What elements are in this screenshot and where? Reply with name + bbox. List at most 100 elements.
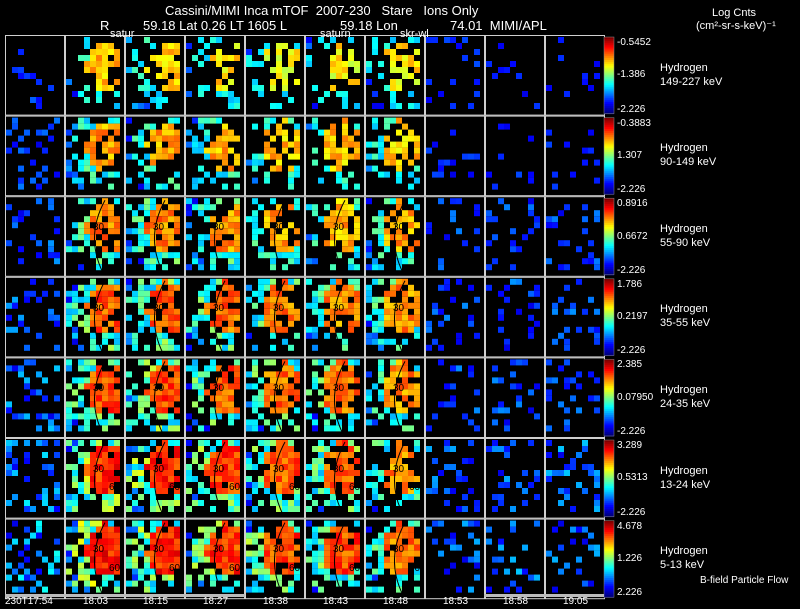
contour-line [334, 361, 346, 435]
panel-frame [125, 357, 185, 438]
panel-frame [545, 276, 605, 358]
contour-line [394, 199, 406, 274]
contour-line [394, 522, 406, 596]
contour-label: 30 [153, 463, 165, 475]
contour-line [214, 522, 226, 596]
colorbar-tick-label: 1.307 [617, 149, 643, 161]
contour-label: 30 [273, 383, 285, 395]
image-cell [366, 278, 420, 351]
row-species-label: Hydrogen [660, 142, 708, 155]
contour-line [274, 522, 286, 596]
colorbar-tick-label: 0.6672 [617, 230, 648, 242]
units-label: (cm²-sr-s-keV)⁻¹ [696, 20, 776, 32]
image-cell [546, 129, 600, 190]
panel-frame [5, 438, 65, 519]
row-species-label: Hydrogen [660, 303, 708, 316]
contour-line [334, 280, 346, 354]
panel-frame [245, 35, 305, 116]
contour-line [154, 361, 166, 435]
image-cell [6, 440, 60, 512]
panel-frame [485, 35, 545, 116]
panel-frame [305, 518, 365, 600]
contour-label: 30 [213, 463, 225, 475]
image-cell [66, 117, 120, 190]
colorbar [603, 117, 615, 195]
panel-frame [125, 196, 185, 277]
panel-frame [65, 35, 125, 116]
image-cell [126, 198, 180, 271]
image-cell [126, 37, 180, 109]
image-cell [12, 49, 54, 109]
panel-frame [365, 357, 425, 438]
panel-frame [305, 438, 365, 519]
panel-frame [425, 357, 485, 438]
contour-line [94, 522, 106, 596]
panel-frame [365, 438, 425, 519]
contour-label: 60 [169, 482, 181, 494]
colorbar-tick-label: -2.226 [617, 264, 646, 276]
panel-frame [485, 438, 545, 519]
image-cell [186, 117, 240, 190]
image-cell [546, 520, 600, 593]
colorbar [603, 36, 615, 115]
panel-frame [125, 438, 185, 519]
time-label: 18:27 [203, 596, 229, 607]
row-energy-label: 35-55 keV [660, 317, 711, 330]
panel-label-skr: skr-wl [400, 28, 429, 40]
image-cell [486, 278, 540, 351]
image-cell [186, 359, 240, 432]
time-label: 18:03 [83, 596, 109, 607]
contour-label: 30 [153, 383, 165, 395]
colorbar-tick-label: -2.226 [617, 184, 646, 196]
colorbar-tick-label: -2.226 [617, 345, 646, 357]
image-cell [126, 520, 180, 593]
panel-frame [185, 196, 245, 277]
panel-frame [365, 518, 425, 600]
contour-label: 30 [213, 544, 225, 556]
image-cell [486, 123, 534, 190]
contour-label: 30 [273, 544, 285, 556]
contour-line [334, 522, 346, 596]
image-cell [186, 520, 240, 593]
panel-frame [245, 357, 305, 438]
panel-frame [65, 115, 125, 197]
panel-frame [65, 357, 125, 438]
contour-line [334, 441, 346, 515]
image-cell [246, 198, 300, 271]
row-energy-label: 13-24 keV [660, 478, 711, 491]
image-cell [366, 37, 420, 109]
panel-frame [365, 35, 425, 116]
image-cell [66, 440, 120, 512]
image-cell [246, 520, 300, 593]
image-cell [6, 359, 60, 432]
image-cell [426, 359, 480, 432]
panel-frame [425, 35, 485, 116]
image-cell [246, 278, 300, 351]
image-cell [186, 37, 240, 109]
panel-frame [425, 276, 485, 358]
contour-label: 30 [93, 383, 105, 395]
panel-frame [5, 518, 65, 600]
image-cell [306, 278, 360, 351]
image-cell [126, 440, 180, 512]
image-cell [306, 117, 360, 190]
contour-label: 30 [93, 463, 105, 475]
colorbar-tick-label: -2.226 [617, 506, 646, 518]
row-energy-label: 5-13 keV [660, 559, 705, 572]
contour-label: 30 [393, 383, 405, 395]
colorbar-tick-label: -0.3883 [617, 117, 651, 129]
image-cell [486, 198, 540, 271]
panel-frame [185, 438, 245, 519]
panel-frame [365, 276, 425, 358]
info-r-value: 59.18 Lat 0.26 LT 1605 L [143, 18, 288, 33]
time-label: 18:43 [323, 596, 349, 607]
image-cell [66, 37, 120, 109]
image-cell [126, 359, 180, 432]
image-cell [486, 43, 540, 109]
image-cell [66, 198, 120, 271]
image-cell [306, 198, 360, 271]
image-cell [306, 359, 360, 432]
panel-frame [245, 518, 305, 600]
contour-label: 30 [273, 221, 285, 233]
colorbar [603, 439, 615, 518]
